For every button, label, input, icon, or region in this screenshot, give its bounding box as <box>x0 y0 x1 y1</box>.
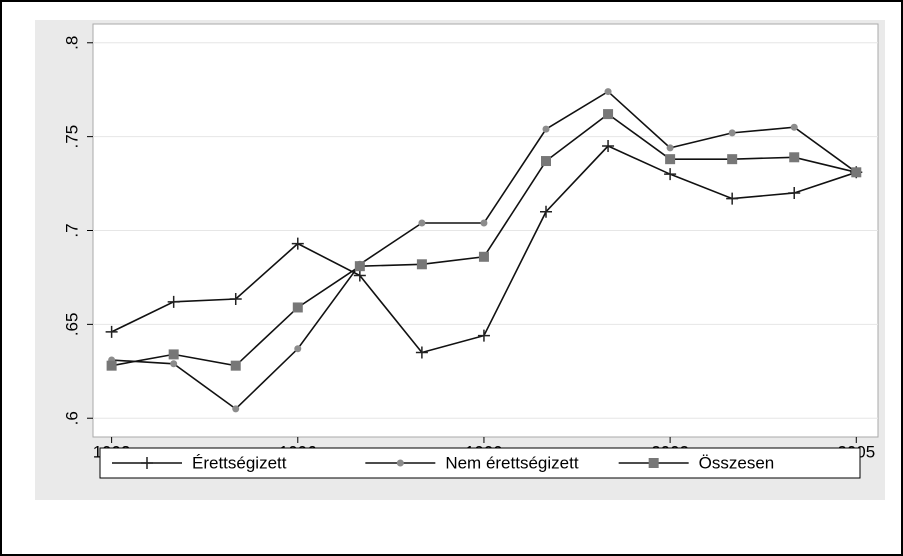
marker <box>665 154 676 165</box>
legend-marker <box>396 459 404 467</box>
marker <box>851 167 862 178</box>
marker <box>478 251 489 262</box>
marker <box>168 349 179 360</box>
marker <box>603 109 614 120</box>
legend-marker <box>141 457 153 469</box>
y-tick-label: .8 <box>62 36 81 50</box>
marker <box>728 129 736 137</box>
legend-label: Érettségizett <box>192 453 287 472</box>
y-tick-label: .75 <box>62 125 81 149</box>
marker <box>170 360 178 368</box>
y-tick-label: .6 <box>62 411 81 425</box>
marker <box>664 168 677 181</box>
marker <box>480 219 488 227</box>
marker <box>418 219 426 227</box>
marker <box>230 360 241 371</box>
marker <box>602 140 615 153</box>
marker <box>106 360 117 371</box>
legend-label: Összesen <box>699 453 775 472</box>
marker <box>726 192 739 205</box>
marker <box>415 346 428 359</box>
marker <box>294 345 302 353</box>
marker <box>354 261 365 272</box>
y-tick-label: .7 <box>62 223 81 237</box>
marker <box>167 295 180 308</box>
marker <box>727 154 738 165</box>
marker <box>229 293 242 306</box>
marker <box>232 405 240 413</box>
legend-label: Nem érettségizett <box>445 453 578 472</box>
marker <box>477 329 490 342</box>
legend-box <box>99 447 861 479</box>
marker <box>542 125 550 133</box>
marker <box>790 123 798 131</box>
marker <box>541 156 552 167</box>
marker <box>291 237 304 250</box>
marker <box>666 144 674 152</box>
legend-marker <box>648 458 659 468</box>
marker <box>788 186 801 199</box>
marker <box>540 205 553 218</box>
marker <box>353 269 366 282</box>
marker <box>604 88 612 96</box>
y-tick-label: .65 <box>62 313 81 337</box>
marker <box>789 152 800 163</box>
marker <box>292 302 303 313</box>
marker <box>416 259 427 270</box>
marker <box>105 325 118 338</box>
